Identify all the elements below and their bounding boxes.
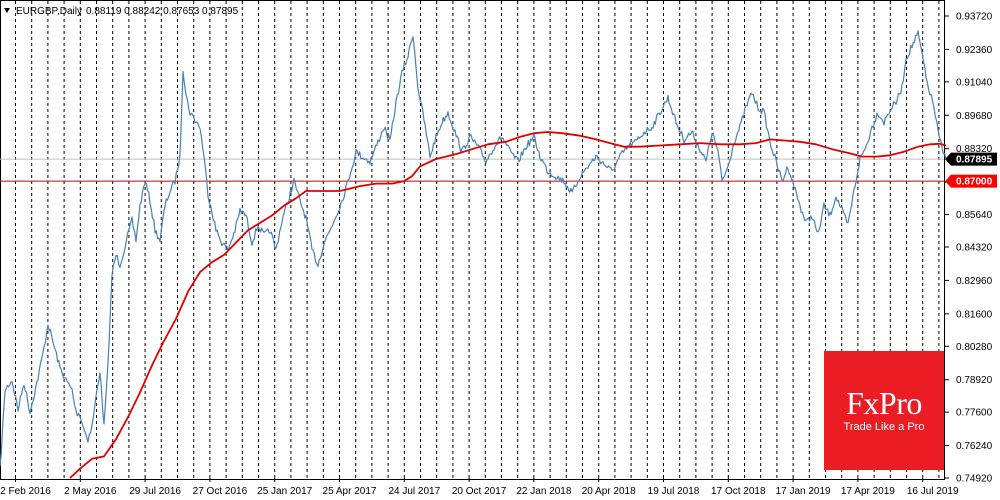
y-tick-label: 0.80280 (956, 342, 993, 353)
x-tick-label: 17 Oct 2018 (711, 486, 766, 497)
x-tick-label: 27 Oct 2016 (193, 486, 248, 497)
fxpro-logo: FxPro Trade Like a Pro (824, 351, 944, 470)
x-tick-label: 19 Jul 2018 (648, 486, 700, 497)
y-tick-label: 0.88320 (956, 144, 993, 155)
y-tick-label: 0.82960 (956, 276, 993, 287)
current-price-tag-pointer (945, 152, 951, 166)
y-tick-label: 0.84320 (956, 243, 993, 254)
y-tick-label: 0.76240 (956, 441, 993, 452)
x-tick-label: 22 Jan 2018 (516, 486, 571, 497)
price-tags: 0.87895 0.87000 (945, 152, 997, 188)
current-price-tag (951, 152, 997, 166)
x-tick-label: 17 Jan 2019 (776, 486, 831, 497)
x-tick-label: 25 Apr 2017 (323, 486, 377, 497)
x-tick-label: 20 Apr 2018 (582, 486, 636, 497)
x-tick-label: 24 Jul 2017 (388, 486, 440, 497)
current-price-tag-label: 0.87895 (956, 155, 993, 166)
plot-frame (0, 0, 945, 480)
y-tick-label: 0.91040 (956, 77, 993, 88)
chart-header: EURGBP,Daily 0.88119 0.88242 0.87653 0.8… (4, 6, 239, 17)
y-tick-label: 0.77600 (956, 408, 993, 419)
y-tick-label: 0.92360 (956, 45, 993, 56)
logo-tagline: Trade Like a Pro (843, 421, 925, 433)
y-axis: 0.937200.923600.910400.896800.883200.869… (944, 12, 993, 485)
x-tick-label: 17 Apr 2019 (841, 486, 895, 497)
series-layer (0, 30, 947, 479)
level-price-tag-label: 0.87000 (956, 177, 993, 188)
header-symbol: EURGBP,Daily (16, 6, 82, 17)
level-price-tag (951, 174, 997, 188)
moving-average-line (69, 131, 947, 479)
horizontal-lines (0, 158, 944, 182)
y-tick-label: 0.85640 (956, 210, 993, 221)
level-price-tag-pointer (945, 174, 951, 188)
x-tick-label: 2 Feb 2016 (0, 486, 51, 497)
x-tick-label: 29 Jul 2016 (129, 486, 181, 497)
y-tick-label: 0.89680 (956, 111, 993, 122)
x-tick-label: 16 Jul 2019 (907, 486, 959, 497)
x-tick-label: 20 Oct 2017 (452, 486, 507, 497)
price-series-line (0, 30, 947, 467)
header-ohlc: 0.88119 0.88242 0.87653 0.87895 (86, 6, 239, 17)
y-tick-label: 0.93720 (956, 12, 993, 23)
x-axis: 2 Feb 2016 2 May 2016 29 Jul 2016 27 Oct 20… (0, 478, 959, 497)
y-tick-label: 0.78920 (956, 375, 993, 386)
x-tick-label: 25 Jan 2017 (257, 486, 312, 497)
y-tick-label: 0.74920 (956, 474, 993, 485)
x-tick-label: 2 May 2016 (64, 486, 117, 497)
collapse-triangle-icon[interactable] (4, 8, 10, 13)
logo-brand: FxPro (846, 385, 922, 421)
y-tick-label: 0.81600 (956, 309, 993, 320)
